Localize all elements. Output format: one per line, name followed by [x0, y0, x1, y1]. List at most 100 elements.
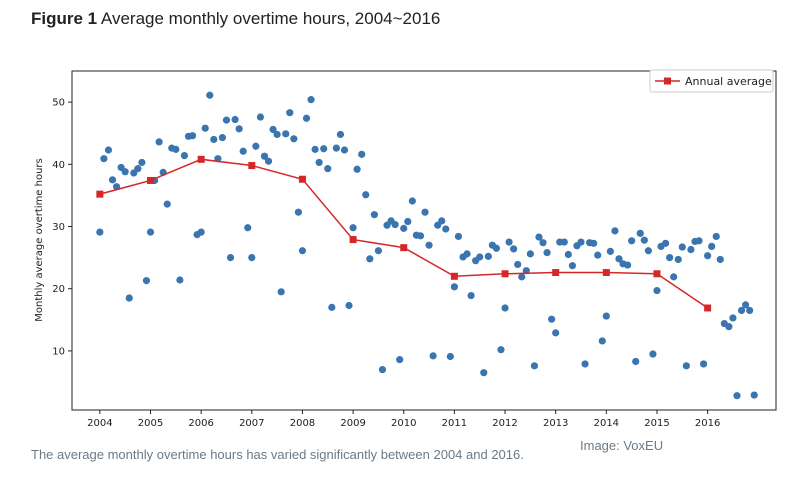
scatter-point	[564, 250, 572, 259]
scatter-point	[476, 253, 484, 261]
scatter-point	[632, 357, 640, 366]
annual-average-marker	[552, 269, 560, 277]
scatter-point	[552, 329, 560, 337]
scatter-point	[146, 228, 155, 236]
scatter-point	[336, 130, 345, 139]
scatter-point	[560, 238, 568, 246]
scatter-point	[454, 232, 463, 241]
x-tick-label: 2015	[644, 418, 669, 429]
annual-average-marker	[248, 162, 256, 170]
scatter-point	[581, 360, 589, 368]
y-axis: 10 20 30 40 50	[52, 98, 72, 357]
scatter-point	[273, 130, 281, 139]
scatter-point	[244, 224, 252, 232]
scatter-point	[750, 391, 758, 399]
scatter-point	[649, 350, 657, 358]
scatter-point	[497, 346, 505, 354]
scatter-point	[328, 303, 336, 311]
scatter-point	[264, 157, 273, 165]
annual-average-marker	[147, 176, 155, 184]
x-tick-label: 2012	[492, 418, 517, 429]
scatter-point	[704, 252, 712, 260]
scatter-point	[463, 250, 471, 258]
scatter-point	[172, 145, 180, 153]
scatter-point	[374, 247, 383, 255]
annual-average-marker	[501, 270, 509, 278]
scatter-point	[138, 158, 146, 167]
scatter-point	[332, 144, 340, 152]
scatter-point	[121, 168, 129, 176]
scatter-point	[501, 304, 509, 312]
scatter-point	[442, 225, 450, 233]
scatter-point	[429, 352, 437, 360]
scatter-point	[733, 392, 741, 400]
scatter-point	[510, 245, 518, 253]
scatter-point	[746, 306, 754, 315]
y-axis-label: Monthly average overtime hours	[34, 158, 45, 322]
scatter-point	[362, 191, 370, 199]
scatter-point	[400, 224, 408, 232]
scatter-point	[370, 211, 378, 219]
x-tick-label: 2016	[695, 418, 720, 429]
scatter-point	[108, 176, 117, 184]
scatter-point	[269, 125, 277, 134]
scatter-point	[320, 145, 328, 153]
scatter-point	[180, 151, 189, 160]
scatter-point	[197, 228, 205, 236]
annual-average-marker	[298, 175, 306, 183]
legend: Annual average	[649, 69, 774, 93]
scatter-point	[307, 96, 315, 104]
scatter-point	[467, 291, 475, 300]
x-tick-label: 2014	[594, 418, 619, 429]
scatter-point	[446, 352, 454, 361]
scatter-point	[324, 165, 332, 173]
scatter-point	[155, 138, 163, 146]
scatter-point	[134, 165, 142, 173]
annual-average-marker	[400, 244, 408, 252]
scatter-point	[450, 283, 458, 291]
figure-title-text: Average monthly overtime hours, 2004~201…	[100, 9, 441, 28]
scatter-point	[239, 147, 247, 155]
scatter-point	[252, 142, 260, 150]
x-tick-label: 2013	[543, 418, 568, 429]
scatter-point	[708, 242, 716, 251]
figure-caption: The average monthly overtime hours has v…	[31, 447, 524, 462]
x-tick-label: 2008	[290, 418, 315, 429]
scatter-point	[615, 255, 623, 263]
scatter-point	[712, 232, 720, 241]
x-tick-label: 2006	[188, 418, 213, 429]
scatter-point	[640, 236, 648, 244]
scatter-point	[96, 228, 104, 236]
x-tick-label: 2011	[442, 418, 467, 429]
scatter-point	[358, 150, 366, 158]
scatter-point	[298, 247, 307, 255]
scatter-point	[492, 244, 501, 252]
scatter-point	[404, 217, 412, 226]
scatter-point	[235, 125, 243, 133]
scatter-point	[438, 217, 446, 225]
scatter-point	[248, 254, 256, 262]
scatter-point	[349, 224, 357, 232]
scatter-point	[505, 238, 513, 246]
scatter-point	[742, 301, 750, 309]
scatter-point	[729, 314, 737, 322]
scatter-point	[416, 232, 425, 240]
scatter-point	[530, 362, 539, 370]
scatter-point	[294, 208, 302, 216]
scatter-point	[725, 323, 733, 331]
x-tick-label: 2009	[340, 418, 365, 429]
scatter-point	[602, 312, 610, 320]
scatter-point	[539, 239, 547, 247]
scatter-point	[480, 369, 488, 377]
annual-average-marker	[450, 272, 458, 280]
scatter-point	[484, 252, 492, 260]
scatter-point	[666, 254, 674, 262]
x-tick-label: 2004	[87, 418, 112, 429]
scatter-point	[624, 261, 632, 269]
y-tick-label: 10	[52, 346, 65, 357]
scatter-point	[568, 262, 576, 270]
annual-average-series	[96, 155, 712, 312]
scatter-point	[302, 114, 311, 122]
scatter-point	[100, 155, 108, 163]
scatter-point	[286, 109, 294, 117]
